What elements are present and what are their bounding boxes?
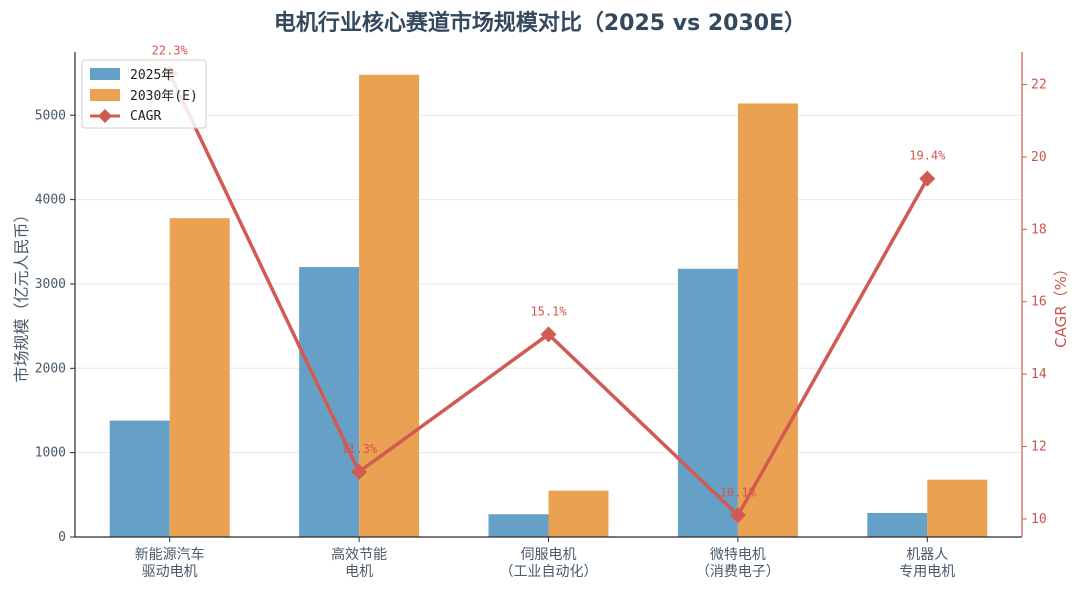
bar-2025 (488, 514, 549, 537)
cagr-line-layer: 22.3% 11.3% 15.1% 10.1% 19.4% (152, 44, 946, 524)
x-tick-label: 驱动电机 (142, 564, 198, 580)
x-tick-label: （消费电子） (696, 564, 780, 580)
cagr-data-label: 22.3% (152, 44, 189, 58)
y-axis-label-right: CAGR（%） (1052, 261, 1070, 348)
cagr-marker (729, 507, 746, 524)
x-tick-label: 机器人 (906, 547, 948, 563)
bar-2025 (109, 420, 170, 537)
bars (109, 74, 988, 537)
x-tick-label: （工业自动化） (500, 564, 598, 580)
bar-2025 (677, 268, 738, 537)
chart-title: 电机行业核心赛道市场规模对比（2025 vs 2030E） (274, 10, 806, 36)
right-tick-label: 18 (1031, 222, 1047, 237)
left-tick-label: 0 (58, 530, 66, 545)
legend-line-marker (98, 109, 112, 123)
x-tick-label: 微特电机 (710, 547, 766, 563)
left-tick-label: 1000 (35, 446, 66, 461)
y-axis-label-left: 市场规模（亿元人民币） (12, 206, 31, 382)
x-tick-label: 高效节能 (331, 546, 387, 563)
bar-2030e (169, 218, 230, 537)
bar-2030e (548, 490, 609, 537)
grid (75, 114, 1022, 454)
x-tick-label: 专用电机 (899, 564, 955, 580)
left-tick-label: 3000 (35, 277, 66, 292)
cagr-data-label: 19.4% (909, 149, 946, 163)
cagr-data-label: 11.3% (341, 442, 378, 456)
bar-2030e (927, 479, 988, 537)
left-tick-label: 5000 (35, 108, 66, 123)
bar-2025 (867, 512, 928, 537)
x-tick-label: 电机 (345, 564, 373, 580)
right-tick-label: 10 (1031, 512, 1047, 527)
legend-label: CAGR (130, 109, 161, 124)
right-tick-label: 14 (1031, 367, 1047, 382)
right-tick-label: 16 (1031, 295, 1047, 310)
cagr-marker (919, 170, 936, 187)
left-tick-label: 4000 (35, 193, 66, 208)
x-tick-label: 伺服电机 (521, 547, 577, 563)
legend-swatch (90, 68, 120, 80)
right-tick-label: 20 (1031, 150, 1047, 165)
right-tick-label: 12 (1031, 440, 1047, 455)
legend-label: 2030年(E) (130, 89, 198, 104)
bar-2025 (299, 267, 360, 537)
legend: 2025年 2030年(E) CAGR (81, 59, 207, 129)
cagr-marker (351, 463, 368, 480)
cagr-data-label: 10.1% (720, 485, 757, 499)
cagr-data-label: 15.1% (530, 304, 567, 318)
cagr-line (168, 72, 929, 518)
axes: 0 1000 2000 3000 4000 5000 10 12 14 16 18 20 22 新能源汽车… (12, 52, 1070, 580)
legend-label: 2025年 (130, 68, 174, 83)
cagr-marker (540, 326, 557, 343)
right-tick-label: 22 (1031, 78, 1047, 93)
x-tick-label: 新能源汽车 (135, 546, 205, 563)
left-tick-label: 2000 (35, 361, 66, 376)
legend-swatch (90, 89, 120, 101)
bar-2030e (737, 103, 798, 537)
bar-2030e (359, 74, 420, 537)
